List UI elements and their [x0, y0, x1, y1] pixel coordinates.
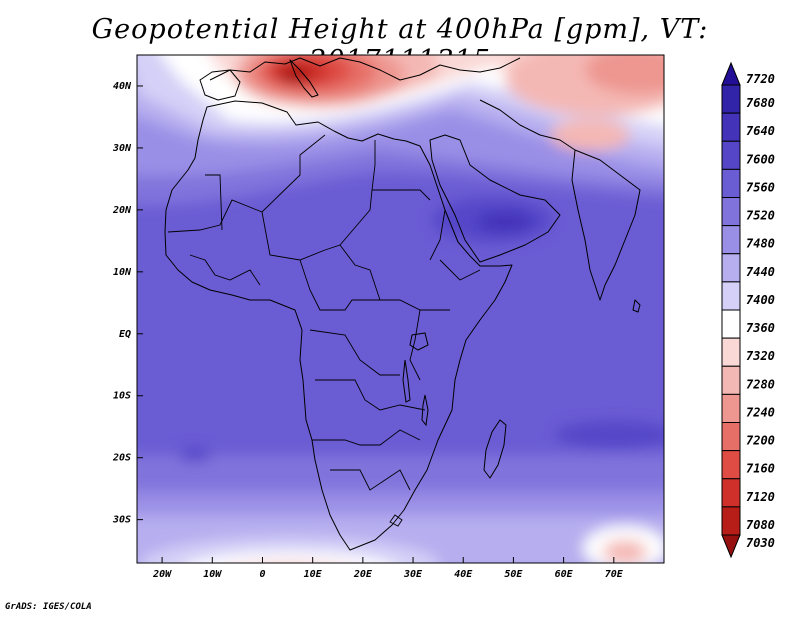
- colorbar-swatch: [721, 422, 741, 452]
- arabia-high-7640: [477, 212, 533, 232]
- ne-patch-7320: [550, 119, 630, 151]
- lake-victoria: [409, 332, 429, 351]
- colorbar-label: 7080: [746, 518, 775, 532]
- colorbar-swatch: [721, 450, 741, 480]
- colorbar: 7720 7680 7640 7600 7560 7520 7480 7440 7400 7360…: [721, 61, 775, 559]
- colorbar-bottom-arrow: [721, 534, 741, 559]
- lat-tick-label: 30S: [112, 515, 131, 526]
- low-south-7320: [263, 562, 317, 563]
- lake-malawi: [421, 394, 429, 427]
- colorbar-swatch: [721, 506, 741, 536]
- lat-tick-label: 30N: [112, 143, 132, 154]
- colorbar-swatch: [721, 140, 741, 170]
- colorbar-label: 7440: [746, 265, 775, 279]
- colorbar-label: 7400: [746, 293, 775, 307]
- grads-credit: GrADS: IGES/COLA: [5, 602, 92, 612]
- colorbar-label: 7360: [746, 321, 775, 335]
- lon-tick-label: 70E: [605, 569, 624, 580]
- lon-tick-label: 10E: [304, 569, 323, 580]
- colorbar-label: 7600: [746, 152, 775, 166]
- lon-tick-label: 20E: [353, 569, 373, 580]
- indian-high-7600: [555, 421, 664, 449]
- lon-tick-label: 60E: [555, 569, 574, 580]
- country-borders: [167, 134, 481, 527]
- lat-tick-label: EQ: [119, 329, 131, 340]
- africa-coastline: [164, 100, 513, 551]
- band-south-7400: [140, 537, 440, 563]
- colorbar-label: 7520: [746, 209, 775, 223]
- longitude-axis: 20W 10W 0 10E 20E 30E 40E 50E 60E 70E: [152, 557, 624, 580]
- colorbar-swatch: [721, 112, 741, 142]
- lon-tick-label: 50E: [504, 569, 523, 580]
- band-south-7360: [191, 552, 389, 563]
- colorbar-label: 7720: [746, 72, 775, 86]
- iberia: [199, 69, 241, 101]
- plot-frame: [136, 54, 665, 564]
- colorbar-swatch: [721, 84, 741, 114]
- india: [571, 149, 641, 301]
- lat-tick-label: 20N: [112, 205, 132, 216]
- lon-tick-label: 0: [259, 569, 265, 580]
- low-south-7280: [242, 570, 338, 590]
- colorbar-swatch: [721, 253, 741, 283]
- colorbar-label: 7120: [746, 490, 775, 504]
- lat-tick-label: 40N: [113, 81, 132, 92]
- colorbar-swatch: [721, 197, 741, 227]
- lon-tick-label: 10W: [203, 569, 222, 580]
- colorbar-swatch: [721, 393, 741, 423]
- colorbar-label: 7160: [746, 462, 775, 476]
- europe-coast: [209, 57, 521, 81]
- lat-tick-label: 10N: [113, 267, 132, 278]
- colorbar-label: 7240: [746, 405, 775, 419]
- colorbar-label: 7680: [746, 96, 775, 110]
- colorbar-swatch: [721, 225, 741, 255]
- colorbar-label: 7030: [746, 536, 775, 550]
- caspian-coast: [479, 99, 576, 151]
- colorbar-swatch: [721, 309, 741, 339]
- latitude-axis: 40N 30N 20N 10N EQ 10S 20S 30S: [112, 81, 143, 526]
- atlantic-high-7600: [179, 448, 211, 462]
- coastlines: [164, 57, 641, 551]
- lon-tick-label: 40E: [454, 569, 473, 580]
- lon-tick-label: 20W: [152, 569, 172, 580]
- lon-tick-label: 30E: [403, 569, 423, 580]
- colorbar-label: 7640: [746, 124, 775, 138]
- colorbar-top-arrow: [721, 61, 741, 86]
- arabia: [429, 134, 561, 263]
- colorbar-label: 7320: [746, 349, 775, 363]
- colorbar-label: 7560: [746, 180, 775, 194]
- med-low-7030: [284, 70, 304, 80]
- ne-high-7240: [585, 55, 664, 94]
- height-field: [137, 55, 664, 590]
- colorbar-swatch: [721, 478, 741, 508]
- lake-tanganyika: [402, 359, 411, 403]
- colorbar-swatch: [721, 337, 741, 367]
- lat-tick-label: 20S: [112, 453, 131, 464]
- colorbar-swatch: [721, 168, 741, 198]
- colorbar-label: 7280: [746, 377, 775, 391]
- colorbar-swatch: [721, 281, 741, 311]
- sri-lanka: [632, 299, 641, 313]
- colorbar-label: 7200: [746, 434, 775, 448]
- colorbar-label: 7480: [746, 237, 775, 251]
- lat-tick-label: 10S: [113, 391, 131, 402]
- italy: [289, 59, 319, 98]
- colorbar-swatch: [721, 365, 741, 395]
- madagascar: [483, 419, 507, 479]
- lakes: [402, 332, 429, 427]
- se-red-patch: [603, 540, 647, 563]
